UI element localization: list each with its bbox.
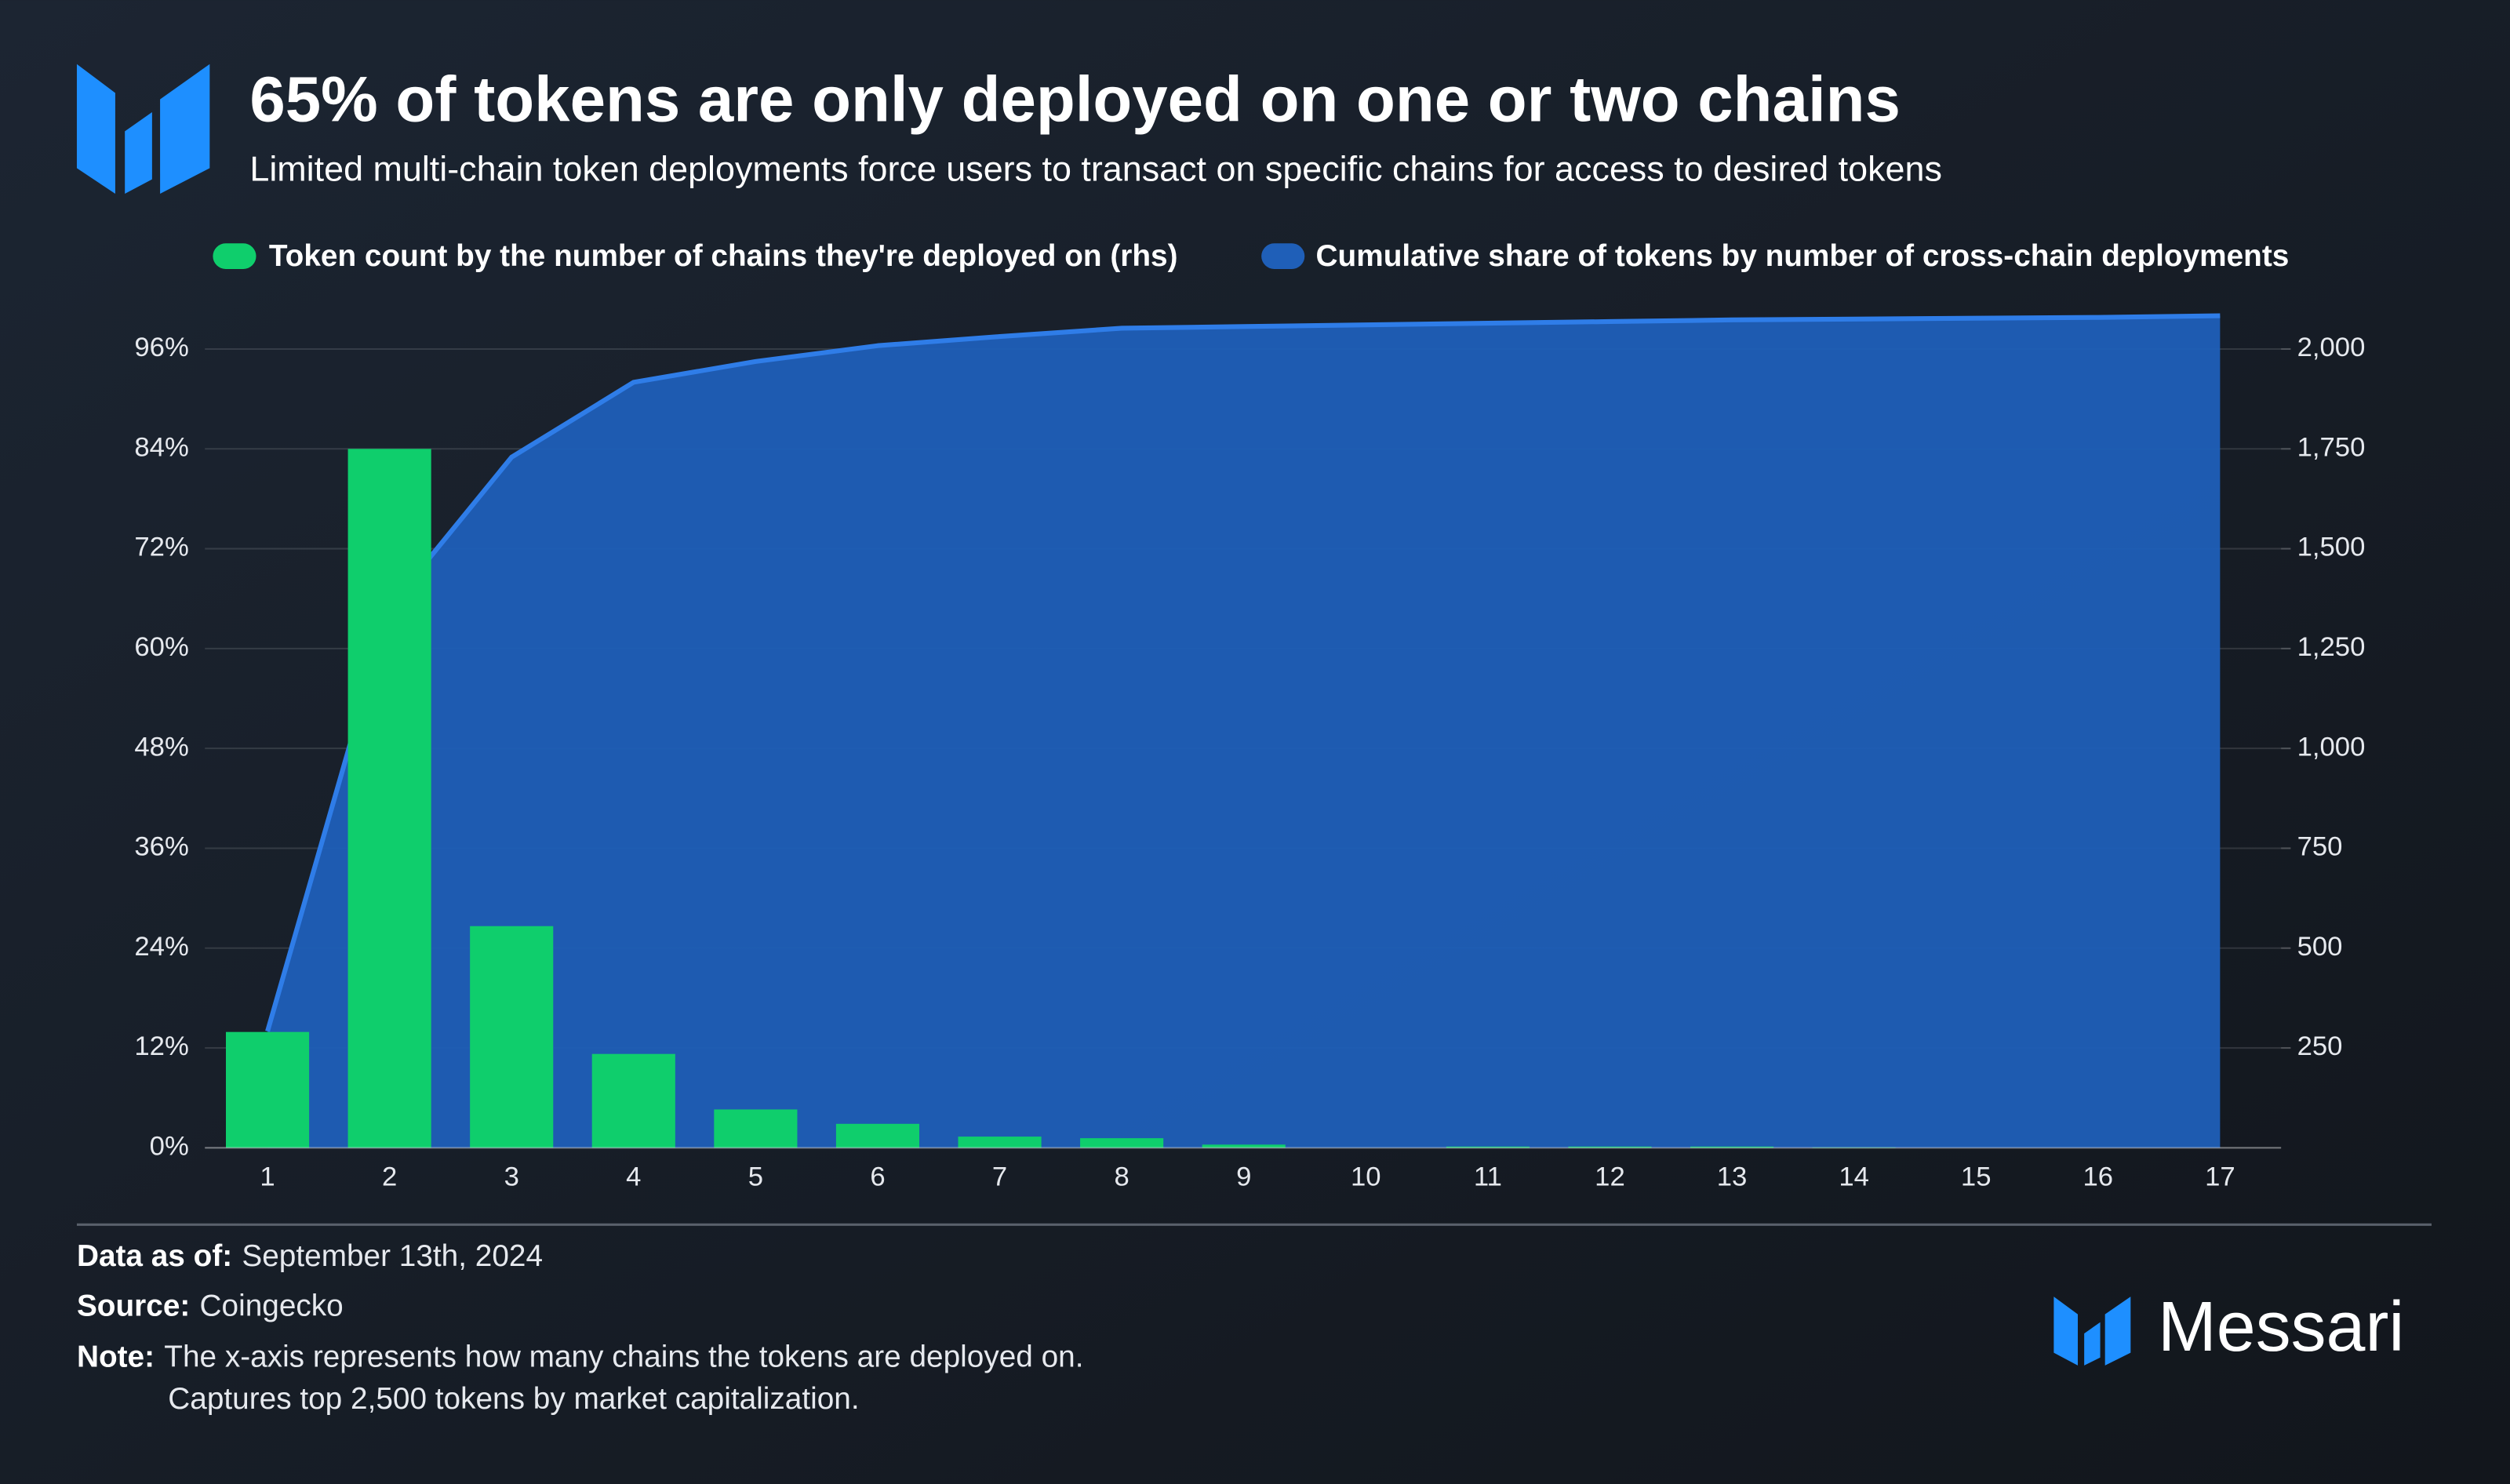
- y2-tick-label: 1,000: [2297, 732, 2366, 762]
- bar: [591, 1053, 675, 1148]
- x-tick-label: 15: [1961, 1162, 1992, 1191]
- legend-label: Token count by the number of chains they…: [269, 239, 1178, 273]
- bar: [225, 1031, 310, 1148]
- x-tick-label: 8: [1114, 1162, 1129, 1191]
- y2-tick-label: 750: [2297, 832, 2343, 862]
- value: Coingecko: [200, 1289, 344, 1323]
- area: [267, 315, 2221, 1148]
- legend-swatch: [213, 243, 256, 269]
- x-tick-label: 3: [504, 1162, 519, 1191]
- y2-tick-label: 1,250: [2297, 632, 2366, 662]
- legend-swatch: [1261, 243, 1305, 269]
- y-tick-label: 96%: [134, 333, 188, 362]
- x-tick-label: 16: [2083, 1162, 2113, 1191]
- line: [265, 313, 2221, 1032]
- brand: Messari: [2158, 1288, 2404, 1366]
- value: September 13th, 2024: [242, 1239, 543, 1273]
- label: Data as of:: [77, 1239, 232, 1273]
- bar: [1080, 1138, 1164, 1148]
- y-tick-label: 72%: [134, 533, 188, 562]
- x-tick-label: 13: [1717, 1162, 1748, 1191]
- y-tick-label: 48%: [134, 732, 188, 762]
- x-tick-label: 4: [626, 1162, 641, 1191]
- y-tick-label: 60%: [134, 632, 188, 662]
- data-date: Data as of: September 13th, 2024: [77, 1239, 543, 1273]
- bar: [470, 926, 554, 1148]
- y-tick-label: 0%: [150, 1132, 189, 1162]
- x-tick-label: 7: [992, 1162, 1007, 1191]
- note: Captures top 2,500 tokens by market capi…: [168, 1382, 859, 1416]
- label: Note:: [77, 1340, 155, 1374]
- bar: [1568, 1146, 1652, 1148]
- brand-icon: [2053, 1297, 2131, 1366]
- x-tick-label: 12: [1595, 1162, 1625, 1191]
- bar: [1446, 1146, 1530, 1148]
- bar: [347, 449, 431, 1148]
- y-tick-label: 24%: [134, 932, 188, 962]
- y2-tick-label: 1,750: [2297, 432, 2366, 462]
- x-tick-label: 17: [2205, 1162, 2235, 1191]
- y2-tick-label: 500: [2297, 932, 2343, 962]
- y-tick-label: 84%: [134, 432, 188, 462]
- x-tick-label: 10: [1351, 1162, 1381, 1191]
- note: Note: The x-axis represents how many chai…: [77, 1340, 1084, 1374]
- x-tick-label: 9: [1236, 1162, 1251, 1191]
- chart-title: 65% of tokens are only deployed on one o…: [249, 64, 1901, 135]
- bar: [958, 1137, 1042, 1148]
- y-tick-label: 12%: [134, 1031, 188, 1061]
- y-tick-label: 36%: [134, 832, 188, 862]
- x-tick-label: 14: [1839, 1162, 1869, 1191]
- bar: [835, 1123, 920, 1148]
- y2-tick-label: 2,000: [2297, 333, 2366, 362]
- x-tick-label: 1: [260, 1162, 275, 1191]
- bar: [1202, 1144, 1286, 1148]
- label: Source:: [77, 1289, 190, 1323]
- value: The x-axis represents how many chains th…: [164, 1340, 1083, 1374]
- y2-tick-label: 1,500: [2297, 533, 2366, 562]
- logo-icon: [76, 64, 210, 195]
- bar: [1690, 1146, 1774, 1148]
- x-tick-label: 5: [748, 1162, 763, 1191]
- x-tick-label: 2: [382, 1162, 397, 1191]
- chart-subtitle: Limited multi-chain token deployments fo…: [249, 148, 1942, 188]
- legend-label: Cumulative share of tokens by number of …: [1316, 239, 2290, 273]
- x-tick-label: 6: [870, 1162, 885, 1191]
- x-tick-label: 11: [1474, 1162, 1502, 1191]
- y2-tick-label: 250: [2297, 1031, 2343, 1061]
- bar: [714, 1109, 798, 1148]
- source: Source: Coingecko: [77, 1289, 344, 1323]
